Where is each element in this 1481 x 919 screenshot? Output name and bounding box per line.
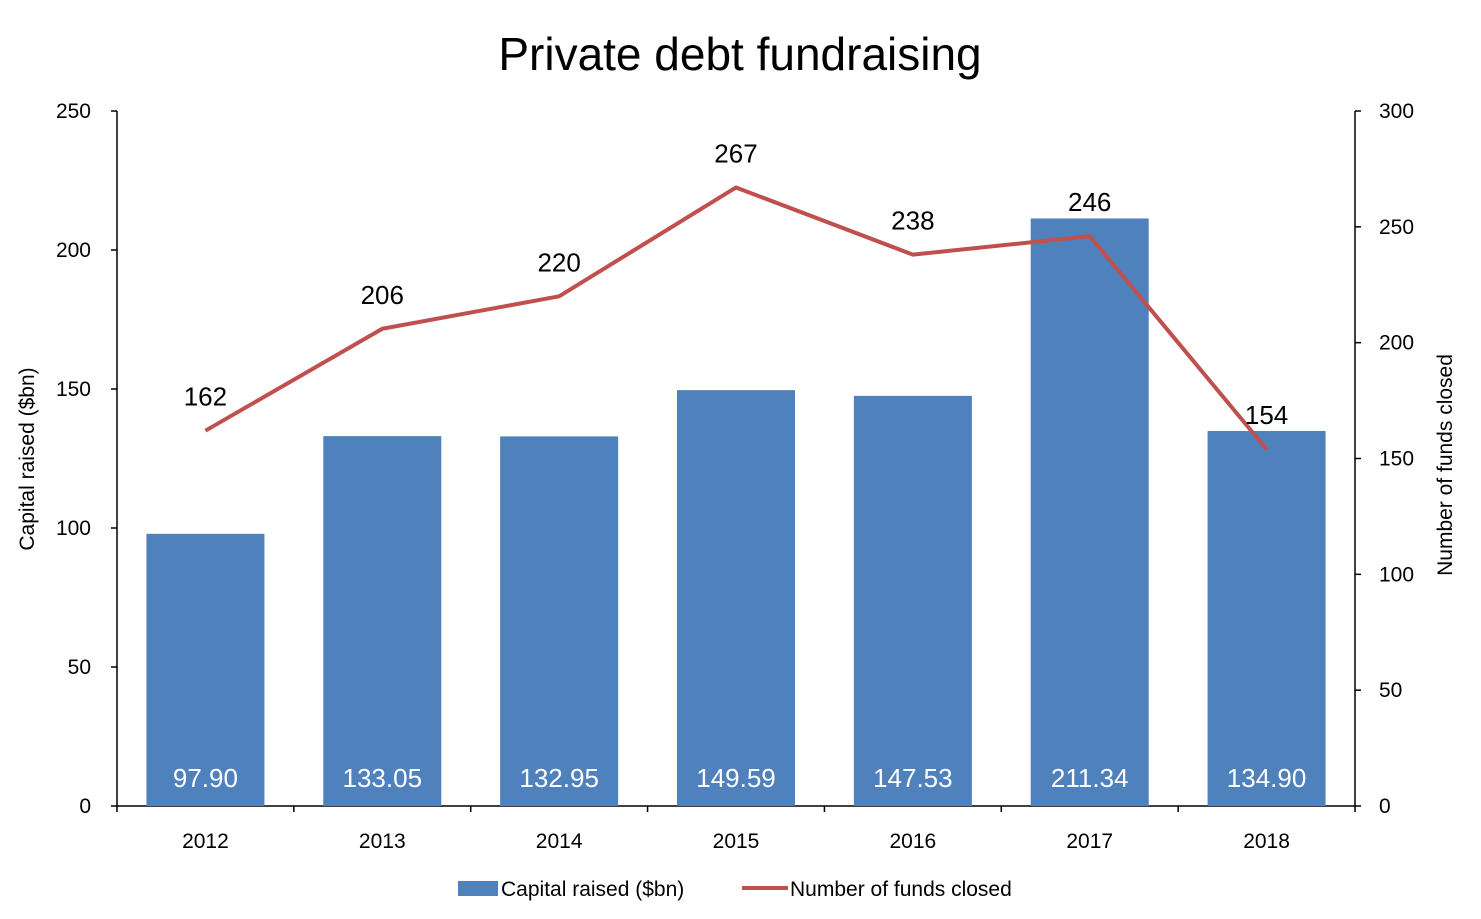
bar: [677, 390, 795, 806]
legend: Capital raised ($bn) Number of funds clo…: [458, 878, 1012, 901]
bar-value-label: 211.34: [1051, 763, 1129, 793]
y-left-tick-label: 150: [56, 378, 91, 401]
x-tick-label: 2012: [182, 830, 229, 853]
line-value-label: 267: [714, 138, 757, 168]
line-value-label: 238: [891, 206, 934, 236]
bar-value-label: 147.53: [873, 763, 953, 793]
legend-line-label: Number of funds closed: [790, 878, 1012, 901]
y-right-tick-label: 150: [1379, 448, 1414, 471]
x-tick-label: 2017: [1066, 830, 1113, 853]
x-tick-label: 2018: [1243, 830, 1290, 853]
y-left-tick-label: 250: [56, 100, 91, 123]
y-left-tick-label: 0: [79, 795, 91, 818]
legend-bar-swatch: [458, 881, 498, 896]
x-tick-label: 2014: [536, 830, 583, 853]
line-value-label: 220: [537, 247, 580, 277]
line-value-label: 154: [1245, 400, 1288, 430]
line-value-label: 162: [184, 382, 227, 412]
y-right-tick-label: 250: [1379, 216, 1414, 239]
y-axis-left-title: Capital raised ($bn): [16, 367, 39, 550]
legend-bar-label: Capital raised ($bn): [501, 878, 684, 901]
y-right-tick-label: 200: [1379, 332, 1414, 355]
line-value-label: 246: [1068, 187, 1111, 217]
bar-value-label: 97.90: [173, 763, 238, 793]
y-right-tick-label: 50: [1379, 679, 1402, 702]
y-left-tick-label: 100: [56, 517, 91, 540]
bar-value-label: 134.90: [1227, 763, 1307, 793]
bar-value-label: 149.59: [696, 763, 776, 793]
bar-value-label: 133.05: [343, 763, 423, 793]
chart-title: Private debt fundraising: [498, 28, 981, 80]
y-right-tick-label: 0: [1379, 795, 1391, 818]
bar: [854, 396, 972, 806]
bar: [1208, 431, 1326, 806]
x-tick-label: 2013: [359, 830, 406, 853]
bar: [1031, 218, 1149, 806]
y-left-tick-label: 50: [68, 656, 91, 679]
y-left-tick-label: 200: [56, 239, 91, 262]
y-right-tick-label: 300: [1379, 100, 1414, 123]
y-axis-right-title: Number of funds closed: [1434, 354, 1457, 576]
x-tick-label: 2016: [889, 830, 936, 853]
bar-value-label: 132.95: [519, 763, 599, 793]
bar: [323, 436, 441, 806]
y-right-tick-label: 100: [1379, 563, 1414, 586]
bar: [500, 436, 618, 806]
x-tick-label: 2015: [713, 830, 760, 853]
line-value-label: 206: [361, 280, 404, 310]
